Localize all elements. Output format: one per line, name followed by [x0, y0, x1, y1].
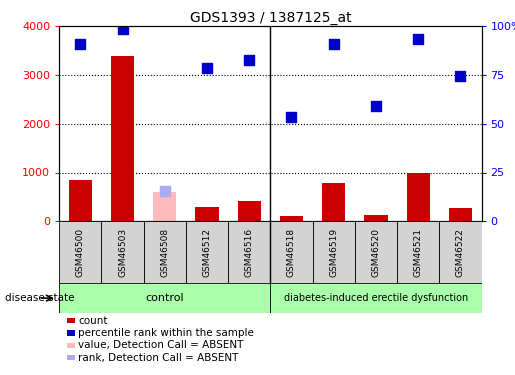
- Text: GSM46522: GSM46522: [456, 228, 465, 277]
- Point: [161, 188, 169, 194]
- Bar: [186, 221, 228, 283]
- Text: GSM46521: GSM46521: [414, 228, 423, 277]
- Text: disease state: disease state: [5, 293, 75, 303]
- Text: GSM46508: GSM46508: [160, 228, 169, 277]
- Point: [414, 36, 422, 42]
- Bar: [67, 318, 75, 323]
- Text: diabetes-induced erectile dysfunction: diabetes-induced erectile dysfunction: [284, 293, 468, 303]
- Bar: [101, 221, 144, 283]
- Text: GSM46518: GSM46518: [287, 228, 296, 277]
- Bar: [270, 283, 482, 313]
- Text: GSM46519: GSM46519: [329, 228, 338, 277]
- Bar: [397, 221, 439, 283]
- Point: [203, 65, 211, 71]
- Bar: [59, 221, 101, 283]
- Bar: [68, 180, 92, 221]
- Bar: [237, 201, 261, 221]
- Bar: [111, 57, 134, 221]
- Bar: [144, 221, 186, 283]
- Point: [330, 41, 338, 47]
- Bar: [322, 183, 346, 221]
- Bar: [313, 221, 355, 283]
- Point: [118, 26, 127, 32]
- Text: GSM46516: GSM46516: [245, 228, 254, 277]
- Bar: [364, 215, 388, 221]
- Bar: [355, 221, 397, 283]
- Bar: [280, 216, 303, 221]
- Bar: [228, 221, 270, 283]
- Title: GDS1393 / 1387125_at: GDS1393 / 1387125_at: [190, 11, 351, 25]
- Bar: [67, 355, 75, 360]
- Point: [76, 41, 84, 47]
- Bar: [270, 221, 313, 283]
- Point: [372, 103, 380, 109]
- Bar: [153, 192, 177, 221]
- Text: GSM46512: GSM46512: [202, 228, 212, 277]
- Bar: [59, 283, 270, 313]
- Point: [245, 57, 253, 63]
- Text: count: count: [78, 316, 108, 326]
- Bar: [406, 172, 430, 221]
- Text: percentile rank within the sample: percentile rank within the sample: [78, 328, 254, 338]
- Bar: [439, 221, 482, 283]
- Text: GSM46500: GSM46500: [76, 228, 85, 277]
- Bar: [195, 207, 219, 221]
- Bar: [67, 343, 75, 348]
- Bar: [449, 208, 472, 221]
- Text: GSM46503: GSM46503: [118, 228, 127, 277]
- Point: [287, 114, 296, 120]
- Point: [456, 73, 465, 79]
- Bar: [67, 330, 75, 336]
- Text: rank, Detection Call = ABSENT: rank, Detection Call = ABSENT: [78, 353, 238, 363]
- Text: GSM46520: GSM46520: [371, 228, 381, 277]
- Text: control: control: [146, 293, 184, 303]
- Text: value, Detection Call = ABSENT: value, Detection Call = ABSENT: [78, 340, 244, 350]
